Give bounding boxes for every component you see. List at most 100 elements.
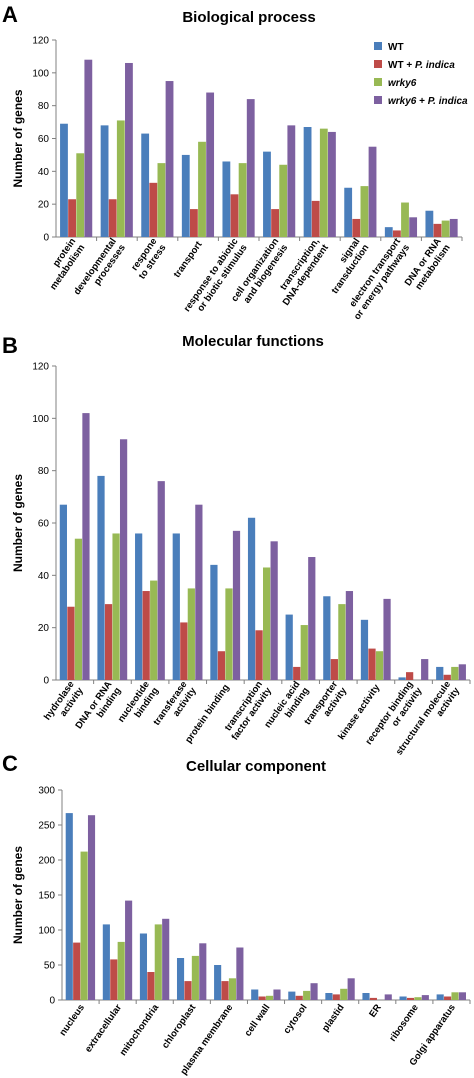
bar xyxy=(176,958,185,1000)
chart-title: Biological process xyxy=(182,9,315,26)
x-tick-label: DNA or RNAbinding xyxy=(74,679,124,737)
bar xyxy=(236,947,244,1000)
x-tick-label: ribosome xyxy=(387,1002,421,1043)
bar xyxy=(414,997,422,1000)
bar xyxy=(288,991,296,1000)
x-tick-label: nucleic acidbinding xyxy=(262,679,311,736)
bar xyxy=(360,619,369,680)
bar xyxy=(293,666,301,680)
y-tick-label: 80 xyxy=(38,466,50,477)
y-tick-label: 50 xyxy=(44,961,56,972)
legend-swatch xyxy=(374,96,382,104)
bar xyxy=(214,965,222,1000)
bar xyxy=(303,990,311,1000)
bar xyxy=(347,978,355,1000)
bar xyxy=(247,517,256,680)
bar xyxy=(406,997,415,1000)
bar xyxy=(222,161,231,237)
y-tick-label: 60 xyxy=(38,134,50,145)
bar xyxy=(112,533,120,680)
bar xyxy=(300,625,308,680)
bar xyxy=(251,989,259,1000)
y-axis-label: Number of genes xyxy=(11,474,25,572)
bar xyxy=(157,481,165,680)
bar xyxy=(310,983,318,1000)
bar xyxy=(311,200,320,237)
bar xyxy=(279,164,288,237)
bar xyxy=(441,220,450,237)
y-tick-label: 40 xyxy=(38,571,50,582)
bar xyxy=(198,141,206,237)
bar xyxy=(102,924,110,1000)
bar xyxy=(362,993,370,1000)
bar xyxy=(458,992,466,1000)
x-tick-label: nucleus xyxy=(57,1002,87,1038)
bar xyxy=(221,981,229,1000)
bar xyxy=(150,580,158,680)
bar xyxy=(217,651,226,680)
bar xyxy=(443,674,451,680)
bar xyxy=(189,209,198,237)
y-tick-label: 250 xyxy=(38,821,55,832)
bar xyxy=(80,851,88,1000)
bar xyxy=(135,533,143,680)
chart-title: Molecular functions xyxy=(182,333,324,350)
bar xyxy=(68,199,76,237)
bar xyxy=(73,942,81,1000)
bar xyxy=(59,504,67,680)
y-tick-label: 40 xyxy=(38,167,50,178)
bar xyxy=(330,659,338,680)
bar xyxy=(141,133,150,237)
x-tick-label: transport xyxy=(172,239,205,280)
legend-label: WT xyxy=(388,42,404,53)
bar xyxy=(87,815,96,1000)
bar xyxy=(368,648,376,680)
bar xyxy=(375,651,384,680)
bar xyxy=(303,127,312,237)
panel-letter: A xyxy=(2,2,18,27)
bar xyxy=(147,972,155,1000)
y-tick-label: 100 xyxy=(38,926,55,937)
bar xyxy=(421,995,429,1000)
x-tick-label-line: ER xyxy=(367,1002,384,1019)
bar xyxy=(210,564,218,680)
bar xyxy=(340,988,348,1000)
x-tick-label-line: chloroplast xyxy=(160,1002,199,1051)
bar xyxy=(65,813,73,1000)
bar xyxy=(436,994,444,1000)
bar xyxy=(154,924,162,1000)
x-tick-label: cell wall xyxy=(243,1002,273,1038)
bar xyxy=(295,995,303,1000)
bar xyxy=(67,606,75,680)
bar xyxy=(338,604,346,680)
bar xyxy=(139,933,148,1000)
bar xyxy=(273,989,281,1000)
bar xyxy=(142,591,150,680)
x-tick-label: responeto stress xyxy=(128,236,169,281)
bar xyxy=(230,194,239,237)
bar xyxy=(345,591,354,680)
y-tick-label: 20 xyxy=(38,200,50,211)
bar xyxy=(449,218,458,237)
y-tick-label: 120 xyxy=(32,362,49,373)
bar xyxy=(270,541,278,680)
bar xyxy=(74,538,83,680)
bar xyxy=(97,475,105,680)
bar xyxy=(436,666,444,680)
bar xyxy=(119,439,128,680)
legend-swatch xyxy=(374,60,382,68)
bar xyxy=(255,630,263,680)
y-tick-label: 0 xyxy=(49,996,55,1007)
bar xyxy=(199,943,207,1000)
y-tick-label: 0 xyxy=(43,676,49,687)
bar xyxy=(352,218,361,237)
bar xyxy=(104,604,113,680)
bar xyxy=(401,202,409,237)
bar xyxy=(125,900,133,1000)
legend-label-part: wrky6 xyxy=(388,78,417,89)
bar xyxy=(84,59,93,238)
x-tick-label: extracellular xyxy=(83,1002,124,1054)
x-tick-label-line: plastid xyxy=(320,1002,347,1034)
panel-a: A Biological process 0 20 40 60 80 100 120 Number… xyxy=(2,2,468,322)
bar xyxy=(271,209,279,237)
